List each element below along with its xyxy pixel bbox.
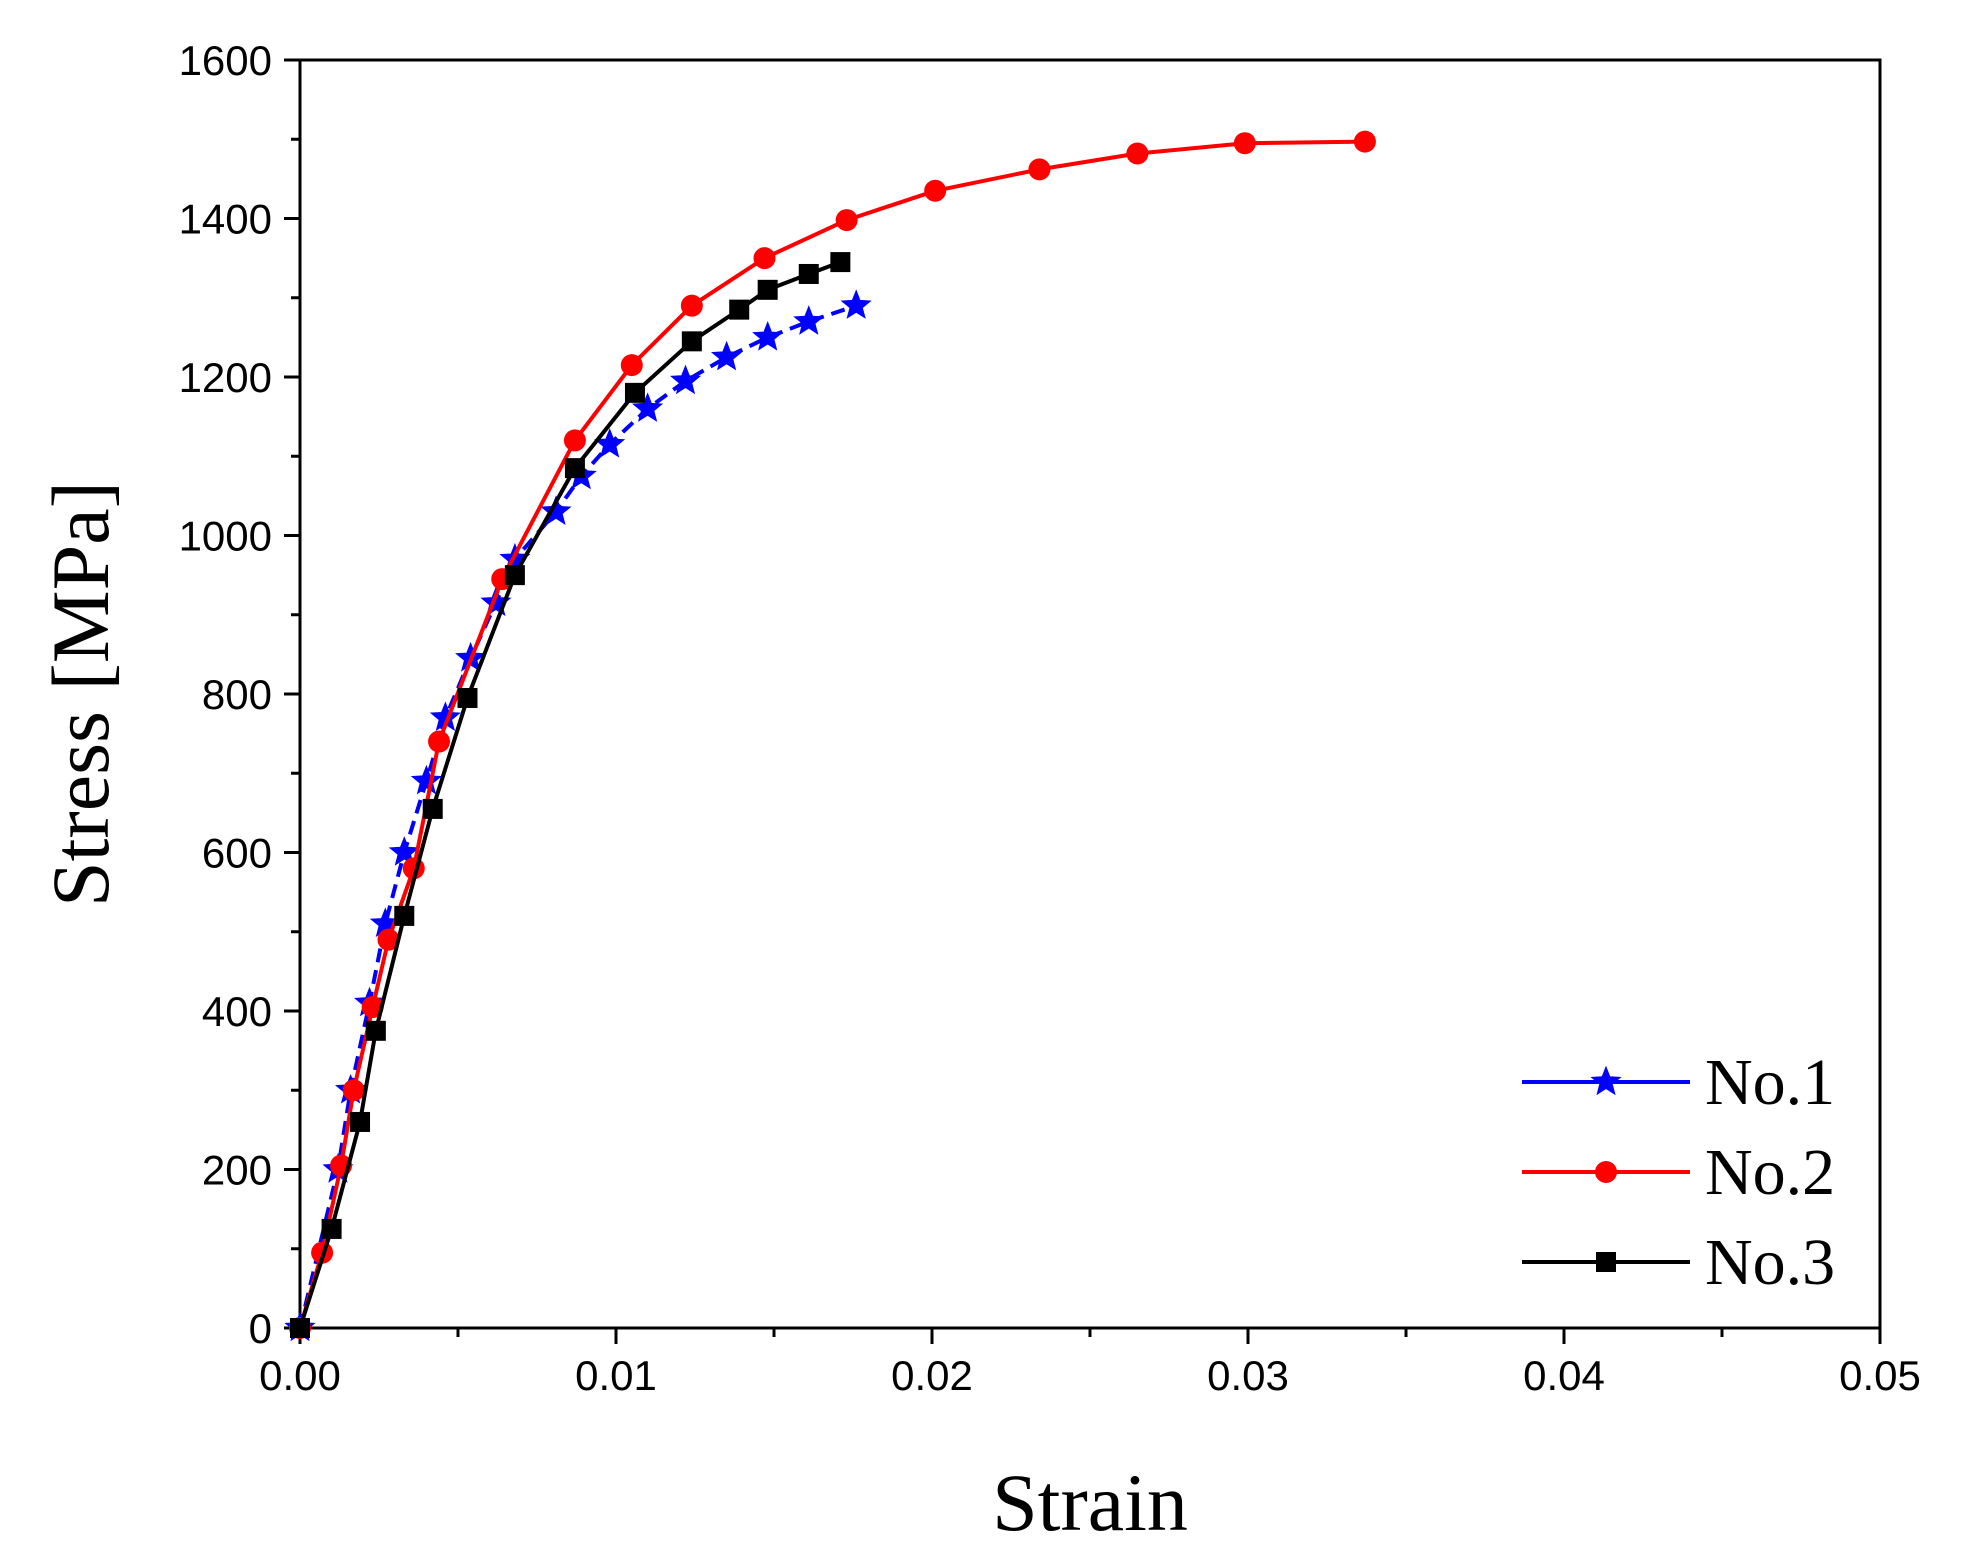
data-point <box>428 730 451 753</box>
y-tick-label: 1000 <box>179 513 272 560</box>
data-point <box>540 495 572 526</box>
y-tick-label: 600 <box>202 830 272 877</box>
data-point <box>394 905 415 926</box>
data-point <box>342 1079 365 1102</box>
legend-marker <box>1596 1252 1616 1272</box>
y-tick-label: 0 <box>249 1305 272 1352</box>
data-point <box>321 1218 342 1239</box>
data-point <box>753 247 776 270</box>
y-tick-label: 200 <box>202 1147 272 1194</box>
data-point <box>594 428 626 458</box>
series-line <box>298 260 842 1329</box>
legend-item: No.3 <box>1522 1226 1835 1299</box>
data-point <box>835 209 858 232</box>
data-point <box>757 279 778 300</box>
legend-marker <box>1590 1065 1622 1096</box>
data-point <box>798 263 819 284</box>
legend-label: No.1 <box>1705 1046 1835 1119</box>
data-point <box>631 392 664 422</box>
data-point <box>729 299 750 320</box>
legend: No.1 No.2 No.3 <box>1522 1046 1835 1299</box>
data-point <box>388 836 420 866</box>
y-axis-title: Stress [MPa] <box>35 481 126 907</box>
data-point <box>410 764 443 795</box>
x-axis-title: Strain <box>992 1457 1188 1548</box>
data-point <box>1353 130 1376 153</box>
data-point <box>624 382 645 403</box>
legend-marker <box>1595 1161 1617 1183</box>
data-point <box>457 687 478 708</box>
y-tick-label: 1200 <box>179 354 272 401</box>
data-point <box>564 458 585 479</box>
x-tick-label: 0.03 <box>1207 1352 1289 1399</box>
legend-item: No.2 <box>1522 1136 1835 1209</box>
y-tick-label: 1400 <box>179 196 272 243</box>
data-point <box>830 252 851 273</box>
data-point <box>620 354 643 377</box>
y-tick-label: 400 <box>202 988 272 1035</box>
axes: 0.00 0.01 0.02 0.03 0.04 0.05 0 200 400 600 800 100… <box>179 37 1921 1399</box>
series-no3 <box>290 252 851 1338</box>
data-point <box>680 294 703 317</box>
data-point <box>924 179 947 202</box>
data-point <box>681 331 702 352</box>
y-tick-label: 1600 <box>179 37 272 84</box>
plot-frame <box>298 58 1882 1330</box>
data-point <box>422 798 443 819</box>
data-point <box>290 1318 310 1338</box>
data-point <box>793 305 825 335</box>
data-point <box>710 340 743 371</box>
data-point <box>752 321 784 351</box>
data-point <box>377 928 400 951</box>
data-point <box>670 364 702 395</box>
data-point <box>504 565 525 586</box>
data-point <box>365 1020 386 1041</box>
series-line <box>298 139 1365 1329</box>
data-point <box>1028 158 1051 181</box>
data-point <box>563 429 586 452</box>
legend-label: No.2 <box>1705 1136 1835 1209</box>
series-layer <box>284 130 1376 1342</box>
legend-item: No.1 <box>1522 1046 1835 1119</box>
x-tick-label: 0.05 <box>1839 1352 1921 1399</box>
x-tick-label: 0.01 <box>575 1352 657 1399</box>
x-tick-label: 0.04 <box>1523 1352 1605 1399</box>
legend-label: No.3 <box>1705 1226 1835 1299</box>
data-point <box>361 996 384 1019</box>
x-tick-label: 0.02 <box>891 1352 973 1399</box>
data-point <box>1233 132 1256 155</box>
data-point <box>840 289 872 319</box>
data-point <box>350 1111 371 1132</box>
y-tick-label: 800 <box>202 671 272 718</box>
x-tick-label: 0.00 <box>259 1352 341 1399</box>
data-point <box>1126 142 1149 165</box>
